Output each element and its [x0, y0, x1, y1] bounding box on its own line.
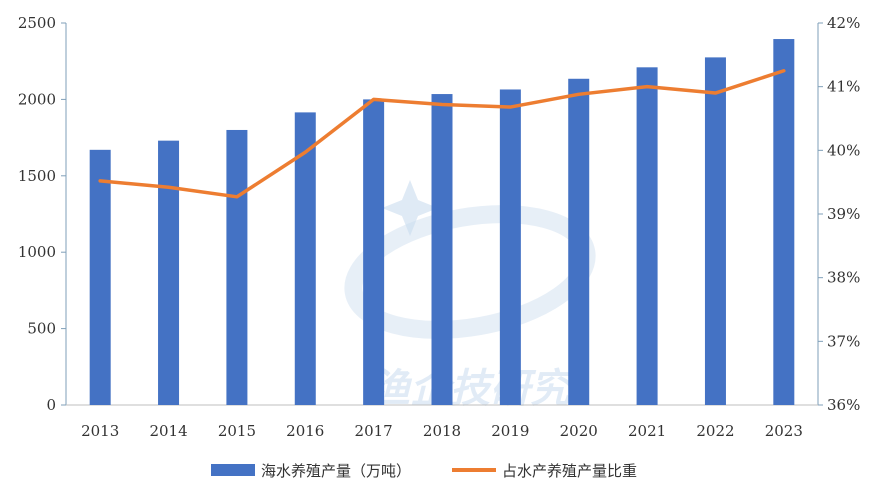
- bar-2017: [363, 99, 385, 406]
- x-tick-label: 2019: [491, 422, 529, 440]
- x-tick-label: 2020: [560, 422, 598, 440]
- y-right-tick-label: 38%: [827, 269, 860, 287]
- bar-2020: [568, 78, 590, 405]
- legend-item-bar: 海水养殖产量（万吨）: [211, 462, 411, 480]
- x-tick-label: 2016: [286, 422, 324, 440]
- y-left-tick-label: 2500: [18, 14, 56, 32]
- x-tick-label: 2023: [765, 422, 803, 440]
- y-left-tick-label: 500: [27, 320, 56, 338]
- bar-2019: [499, 89, 521, 405]
- x-tick-label: 2021: [628, 422, 666, 440]
- bar-2022: [704, 57, 726, 405]
- watermark-text: 渔企技研究: [370, 365, 576, 412]
- legend-swatch-bar: [211, 464, 255, 476]
- bar-2023: [773, 39, 795, 405]
- bar-2015: [226, 129, 248, 405]
- x-tick-label: 2014: [149, 422, 187, 440]
- legend: 海水养殖产量（万吨） 占水产养殖产量比重: [211, 462, 637, 480]
- y-left-tick-label: 0: [46, 396, 56, 414]
- y-right-tick-label: 37%: [827, 332, 860, 350]
- y-right-tick-label: 39%: [827, 205, 860, 223]
- bar-2014: [158, 140, 180, 405]
- y-left-tick-label: 1000: [18, 243, 56, 261]
- x-tick-label: 2022: [696, 422, 734, 440]
- legend-label-bar: 海水养殖产量（万吨）: [261, 462, 411, 480]
- y-left-tick-label: 1500: [18, 167, 56, 185]
- bar-2018: [431, 94, 453, 405]
- legend-label-line: 占水产养殖产量比重: [502, 462, 637, 480]
- y-right-tick-label: 36%: [827, 396, 860, 414]
- y-right-tick-label: 42%: [827, 14, 860, 32]
- bar-2016: [294, 112, 316, 405]
- bar-2021: [636, 67, 658, 405]
- y-left-tick-label: 2000: [18, 90, 56, 108]
- x-tick-label: 2017: [355, 422, 393, 440]
- x-tick-label: 2015: [218, 422, 256, 440]
- x-tick-label: 2013: [81, 422, 119, 440]
- legend-item-line: 占水产养殖产量比重: [452, 462, 637, 480]
- y-right-tick-label: 41%: [827, 78, 860, 96]
- bar-2013: [89, 149, 111, 405]
- y-right-tick-label: 40%: [827, 141, 860, 159]
- x-tick-label: 2018: [423, 422, 461, 440]
